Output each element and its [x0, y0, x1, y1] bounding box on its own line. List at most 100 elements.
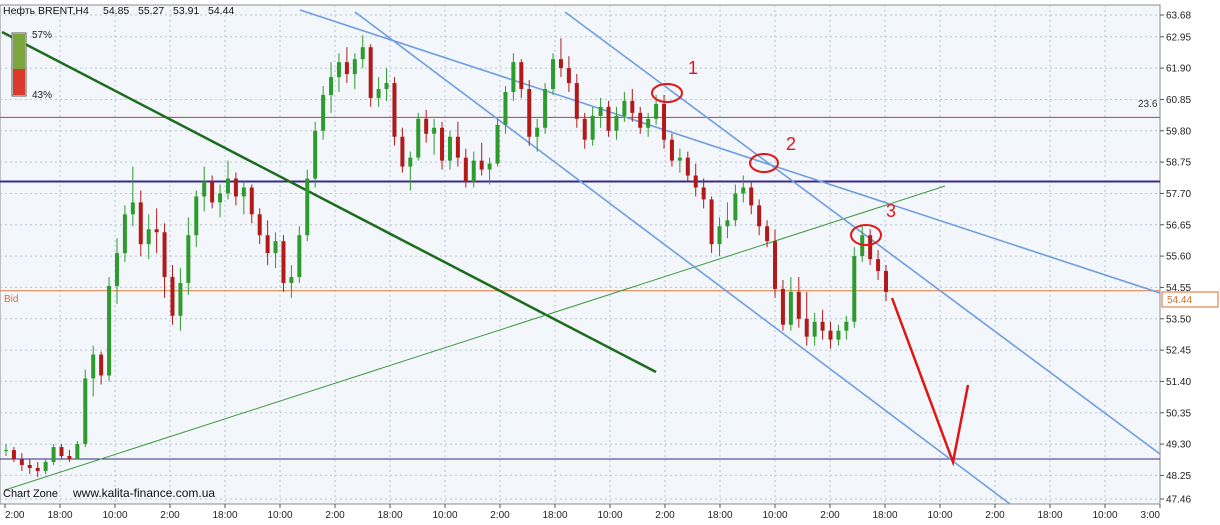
x-tick-label: 10:00: [597, 510, 622, 521]
x-tick-label: 10:00: [267, 510, 292, 521]
candle-bear: [630, 89, 635, 122]
candle-body: [519, 62, 524, 90]
y-tick-label: 56.65: [1166, 220, 1191, 231]
candle-bull: [551, 53, 556, 95]
candle-body: [233, 178, 238, 197]
candle-bear: [265, 220, 270, 266]
candle-bull: [4, 444, 8, 457]
candle-bull: [432, 118, 437, 155]
candle-body: [91, 354, 96, 379]
candle-bull: [51, 444, 56, 465]
candle-body: [170, 276, 175, 316]
y-tick-label: 53.50: [1166, 314, 1191, 325]
candle-body: [852, 256, 857, 322]
candle-body: [336, 62, 341, 78]
candle-body: [368, 47, 373, 98]
candle-body: [241, 187, 246, 197]
candle-body: [677, 157, 682, 161]
candle-bull: [503, 86, 508, 134]
candle-bear: [463, 148, 468, 188]
candle-body: [321, 94, 326, 131]
watermark-site: www.kalita-finance.com.ua: [72, 486, 215, 500]
candle-bull: [313, 121, 318, 188]
candle-bull: [376, 77, 381, 107]
indicator-top-label: 57%: [32, 30, 52, 41]
candle-bull: [186, 217, 191, 295]
candle-body: [749, 187, 754, 206]
candle-body: [35, 467, 40, 471]
long-term-downtrend-line: [1, 30, 657, 374]
candle-bull: [677, 148, 682, 173]
header-symbol: Нефть BRENT,H4: [3, 5, 89, 17]
candle-body: [884, 271, 888, 292]
candle-body: [812, 321, 817, 337]
candle-bull: [471, 151, 476, 188]
x-tick-label: 2:00: [325, 510, 345, 521]
header-open: 54.85: [103, 5, 129, 17]
x-tick-label: 18:00: [872, 510, 897, 521]
bid-price-value: 54.44: [1167, 295, 1192, 306]
candle-body: [844, 321, 849, 331]
candle-bull: [741, 175, 746, 203]
candle-body: [297, 235, 302, 277]
candle-bull: [844, 315, 849, 340]
candle-body: [646, 118, 651, 128]
candle-bear: [440, 121, 445, 170]
x-tick-label: 2:00: [820, 510, 840, 521]
candle-body: [352, 59, 357, 75]
candle-body: [19, 459, 24, 465]
candle-bear: [479, 142, 484, 176]
candle-body: [535, 127, 540, 137]
candle-body: [725, 220, 730, 227]
candle-body: [257, 214, 262, 236]
candle-bear: [749, 181, 754, 215]
y-tick-label: 51.40: [1166, 377, 1191, 388]
x-tick-label: 10:00: [1092, 510, 1117, 521]
candle-body: [630, 100, 635, 113]
candle-bear: [27, 459, 32, 474]
candle-bear: [820, 309, 825, 340]
annotation-label-3: 3: [886, 201, 896, 221]
x-tick-label: 2:00: [985, 510, 1005, 521]
x-tick-label: 10:00: [927, 510, 952, 521]
candle-bull: [717, 217, 722, 257]
candle-bull: [329, 62, 334, 113]
candle-bear: [11, 447, 16, 462]
candle-body: [408, 157, 413, 167]
candle-bear: [19, 453, 24, 471]
candle-body: [669, 139, 674, 161]
channel-line-steep: [354, 11, 1011, 505]
candle-body: [416, 118, 421, 158]
candle-body: [558, 59, 563, 69]
candle-body: [551, 59, 556, 90]
candle-body: [162, 232, 167, 277]
candle-body: [820, 321, 825, 331]
candle-body: [503, 91, 508, 125]
candle-bull: [178, 268, 183, 331]
candle-bear: [519, 59, 524, 98]
candle-body: [344, 62, 349, 75]
candle-bull: [543, 83, 548, 134]
candle-bear: [876, 250, 881, 280]
candle-bear: [138, 190, 143, 257]
buy-sell-indicator: 57% 43%: [11, 30, 52, 101]
candle-body: [717, 226, 722, 245]
candle-body: [527, 89, 532, 137]
x-tick-label: 18:00: [542, 510, 567, 521]
candle-body: [709, 199, 714, 245]
candle-body: [590, 115, 595, 140]
indicator-bottom-label: 43%: [32, 90, 52, 101]
candle-body: [329, 77, 334, 95]
candle-body: [249, 187, 254, 215]
candle-body: [685, 157, 690, 176]
header-high: 55.27: [138, 5, 164, 17]
candle-body: [376, 89, 381, 98]
candle-body: [43, 461, 48, 471]
candle-bull: [725, 202, 730, 239]
y-axis: 63.68 62.95 61.90 60.85 59.80 58.75 57.70 56.65…: [1160, 11, 1191, 506]
candle-body: [51, 447, 56, 462]
x-tick-label: 2:00: [160, 510, 180, 521]
candle-body: [384, 83, 389, 90]
candle-bull: [114, 238, 119, 304]
candle-body: [598, 106, 603, 116]
